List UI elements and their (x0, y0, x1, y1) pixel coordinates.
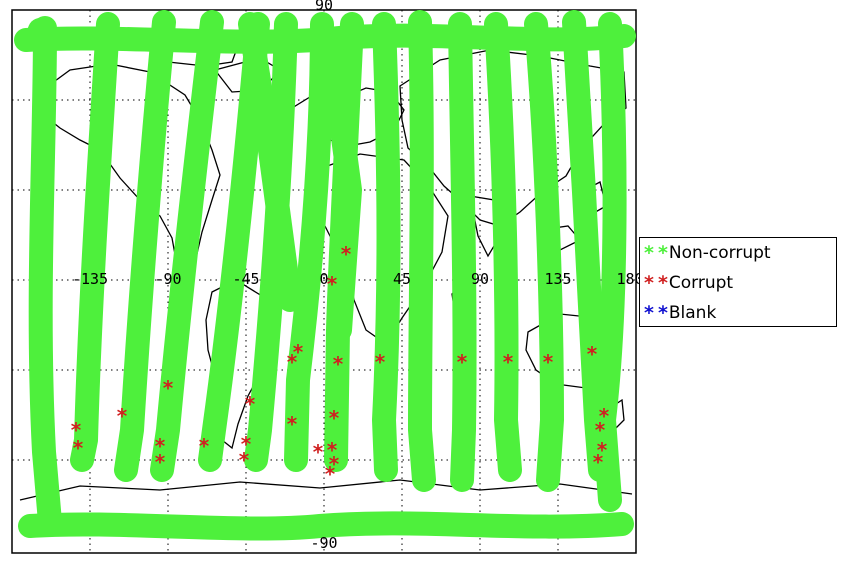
corrupt-marker: * (155, 450, 166, 474)
corrupt-marker: * (325, 462, 336, 486)
corrupt-marker: * (595, 418, 606, 442)
corrupt-marker: * (597, 438, 608, 462)
corrupt-marker: * (73, 436, 84, 460)
longitude-label: 135 (544, 270, 571, 288)
legend-label: Blank (668, 303, 717, 323)
bottom-latitude-label: -90 (310, 534, 337, 552)
corrupt-marker: * (287, 350, 298, 374)
corrupt-marker: * (239, 448, 250, 472)
corrupt-marker: * (287, 412, 298, 436)
corrupt-marker: * (245, 392, 256, 416)
corrupt-marker: * (587, 342, 598, 366)
corrupt-marker: * (341, 242, 352, 266)
longitude-label: 90 (471, 270, 489, 288)
corrupt-marker: * (503, 350, 514, 374)
corrupt-marker: * (241, 432, 252, 456)
longitude-label: 180 (616, 270, 643, 288)
asterisk-icon: * (644, 301, 654, 324)
non-corrupt-swaths (14, 10, 636, 541)
corrupt-marker: * (329, 452, 340, 476)
legend-item-corrupt: * * Corrupt (644, 270, 733, 296)
asterisk-icon: * (644, 271, 654, 294)
corrupt-marker: * (293, 340, 304, 364)
corrupt-marker: * (163, 376, 174, 400)
corrupt-marker: * (333, 352, 344, 376)
longitude-labels: -135 -90 -45 0 45 90 135 180 (72, 270, 644, 288)
legend: * * Non-corrupt * * Corrupt * * Blank (639, 237, 837, 327)
legend-label: Non-corrupt (668, 243, 771, 263)
corrupt-marker: * (593, 450, 604, 474)
asterisk-icon: * (644, 241, 654, 264)
corrupt-marker: * (71, 418, 82, 442)
corrupt-marker: * (599, 404, 610, 428)
corrupt-marker: * (375, 350, 386, 374)
legend-label: Corrupt (668, 273, 734, 293)
legend-item-non-corrupt: * * Non-corrupt (644, 240, 771, 266)
longitude-label: 0 (319, 270, 328, 288)
corrupt-marker: * (327, 438, 338, 462)
corrupt-marker: * (543, 350, 554, 374)
corrupt-marker: * (199, 434, 210, 458)
corrupt-marker: * (313, 440, 324, 464)
corrupt-marker: * (117, 404, 128, 428)
corrupt-marker: * (329, 406, 340, 430)
corrupt-markers: **** * * * * * ****** *** *** ** ******* (71, 242, 610, 486)
longitude-label: -45 (232, 270, 259, 288)
asterisk-icon: * (657, 271, 668, 294)
longitude-label: -135 (72, 270, 108, 288)
asterisk-icon: * (657, 241, 668, 264)
corrupt-marker: * (327, 272, 338, 296)
longitude-label: 45 (393, 270, 411, 288)
top-latitude-label: 90 (315, 0, 333, 14)
legend-item-blank: * * Blank (644, 300, 716, 326)
asterisk-icon: * (657, 301, 668, 324)
longitude-label: -90 (154, 270, 181, 288)
corrupt-marker: * (155, 434, 166, 458)
corrupt-marker: * (457, 350, 468, 374)
